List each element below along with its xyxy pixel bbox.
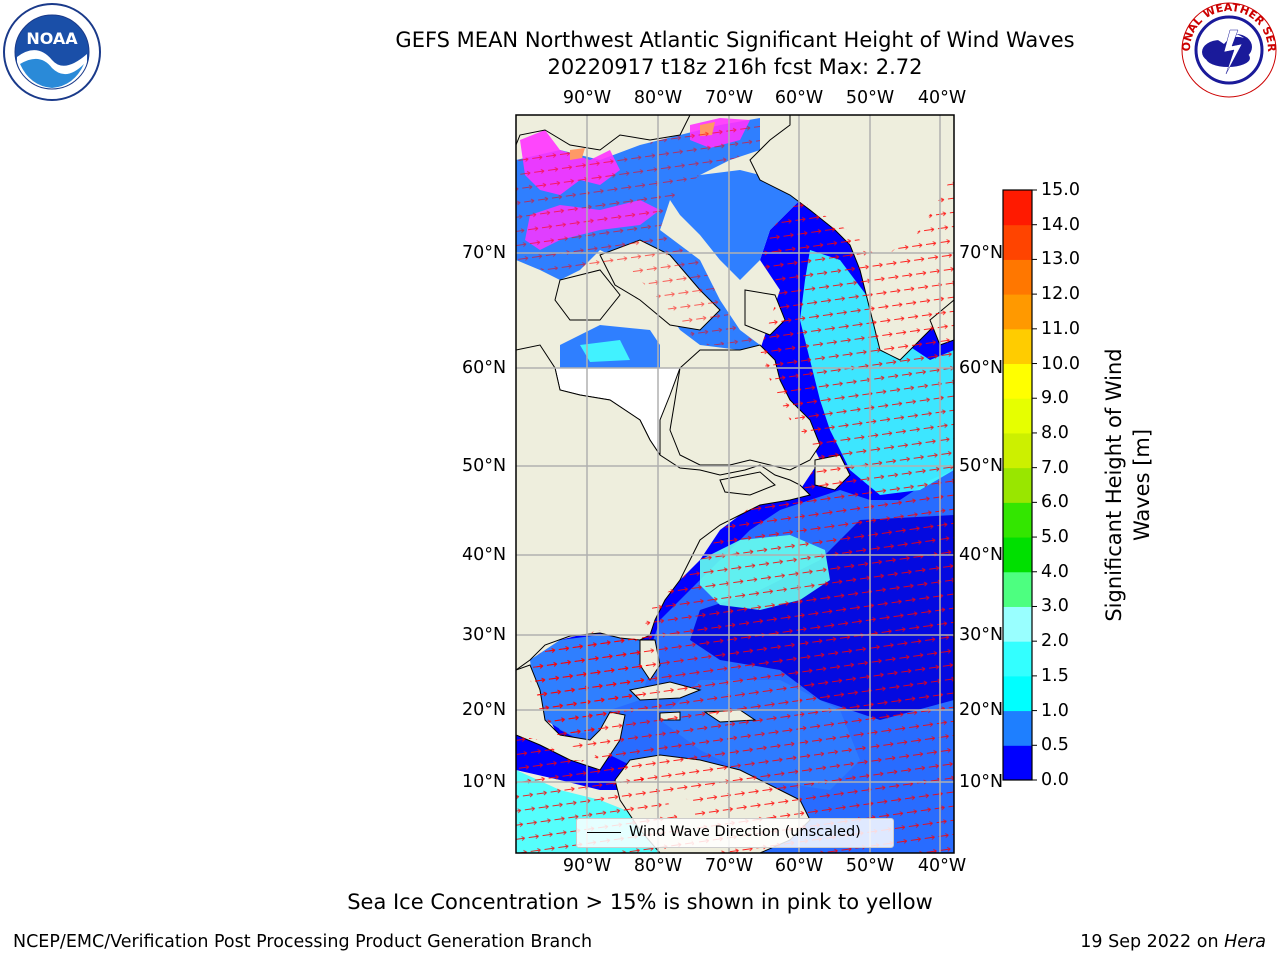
colorbar-tick-label: 1.0 xyxy=(1041,700,1069,721)
map-subtitle: 20220917 t18z 216h fcst Max: 2.72 xyxy=(547,55,923,79)
colorbar-tick-label: 12.0 xyxy=(1041,284,1080,305)
colorbar-segment xyxy=(1003,398,1032,434)
colorbar-tick-label: 13.0 xyxy=(1041,249,1080,270)
colorbar-segment xyxy=(1003,294,1032,330)
colorbar-label-line2: Waves [m] xyxy=(1130,428,1154,542)
lat-label-left-50n: 50°N xyxy=(462,456,507,476)
lat-label-right-50n: 50°N xyxy=(959,456,1004,476)
noaa-logo-text: NOAA xyxy=(26,29,78,48)
lon-label-bottom-60w: 60°W xyxy=(774,856,824,876)
generation-date-text: 19 Sep 2022 on xyxy=(1080,932,1219,952)
map-frame xyxy=(515,114,955,854)
lat-label-left-30n: 30°N xyxy=(462,625,507,645)
colorbar-tick-label: 0.5 xyxy=(1041,735,1069,756)
colorbar-tick-label: 5.0 xyxy=(1041,527,1069,548)
colorbar-segment xyxy=(1003,606,1032,642)
legend-line-swatch xyxy=(587,832,621,833)
map-legend: Wind Wave Direction (unscaled) xyxy=(576,818,894,848)
colorbar-segment xyxy=(1003,745,1032,781)
colorbar-segment xyxy=(1003,190,1032,226)
colorbar-label: Significant Height of Wind Waves [m] xyxy=(1100,348,1156,621)
colorbar-tick-label: 10.0 xyxy=(1041,353,1080,374)
colorbar-segment xyxy=(1003,641,1032,677)
colorbar-segment xyxy=(1003,467,1032,503)
colorbar-segment xyxy=(1003,259,1032,295)
colorbar-tick-label: 8.0 xyxy=(1041,422,1069,443)
colorbar-label-line1: Significant Height of Wind xyxy=(1102,348,1126,622)
lat-label-left-70n: 70°N xyxy=(462,243,507,263)
lat-label-right-20n: 20°N xyxy=(959,700,1004,720)
colorbar-tick-label: 6.0 xyxy=(1041,492,1069,513)
colorbar-segment xyxy=(1003,537,1032,573)
lat-label-right-40n: 40°N xyxy=(959,545,1004,565)
lat-label-left-10n: 10°N xyxy=(462,772,507,792)
colorbar-tick-label: 9.0 xyxy=(1041,388,1069,409)
lon-label-top-40w: 40°W xyxy=(917,88,967,108)
noaa-logo: NOAA xyxy=(3,3,101,101)
colorbar-tick-label: 3.0 xyxy=(1041,596,1069,617)
colorbar-segment xyxy=(1003,328,1032,365)
colorbar-tick-label: 1.5 xyxy=(1041,665,1069,686)
graticule xyxy=(516,115,954,853)
baffin-bay xyxy=(660,170,800,280)
colorbar-frame xyxy=(1002,189,1033,781)
lon-label-bottom-40w: 40°W xyxy=(917,856,967,876)
lon-label-top-70w: 70°W xyxy=(704,88,754,108)
colorbar-segment xyxy=(1003,224,1032,260)
colorbar-tick-label: 14.0 xyxy=(1041,214,1080,235)
producer-credit: NCEP/EMC/Verification Post Processing Pr… xyxy=(13,932,593,952)
colorbar-tick-label: 0.0 xyxy=(1041,770,1069,790)
colorbar-tick-label: 7.0 xyxy=(1041,457,1069,478)
lon-label-bottom-80w: 80°W xyxy=(633,856,683,876)
lon-label-top-90w: 90°W xyxy=(562,88,612,108)
generation-system: Hera xyxy=(1224,932,1266,952)
lon-label-bottom-50w: 50°W xyxy=(845,856,895,876)
lat-label-right-30n: 30°N xyxy=(959,625,1004,645)
lat-label-left-20n: 20°N xyxy=(462,700,507,720)
lon-label-bottom-70w: 70°W xyxy=(704,856,754,876)
map-title: GEFS MEAN Northwest Atlantic Significant… xyxy=(395,28,1075,52)
lon-label-bottom-90w: 90°W xyxy=(562,856,612,876)
colorbar-segment xyxy=(1003,710,1032,746)
lat-label-right-60n: 60°N xyxy=(959,358,1004,378)
colorbar-segment xyxy=(1003,571,1032,607)
sea-ice-footnote: Sea Ice Concentration > 15% is shown in … xyxy=(347,890,933,914)
lon-label-top-50w: 50°W xyxy=(845,88,895,108)
colorbar-tick-label: 11.0 xyxy=(1041,318,1080,339)
legend-label: Wind Wave Direction (unscaled) xyxy=(629,824,861,840)
colorbar-segment xyxy=(1003,502,1032,538)
lon-label-top-80w: 80°W xyxy=(633,88,683,108)
lat-label-right-70n: 70°N xyxy=(959,243,1004,263)
colorbar-segment xyxy=(1003,675,1032,712)
lat-label-left-60n: 60°N xyxy=(462,358,507,378)
lat-label-left-40n: 40°N xyxy=(462,545,507,565)
lat-label-right-10n: 10°N xyxy=(959,772,1004,792)
colorbar-segment xyxy=(1003,432,1032,469)
generation-date: 19 Sep 2022 on Hera xyxy=(1080,932,1266,952)
colorbar xyxy=(1002,189,1037,781)
colorbar-tick-label: 2.0 xyxy=(1041,631,1069,652)
lon-label-top-60w: 60°W xyxy=(774,88,824,108)
colorbar-tick-label: 15.0 xyxy=(1041,180,1080,200)
nws-logo: NATIONAL WEATHER SERVICE xyxy=(1178,0,1278,98)
colorbar-segment xyxy=(1003,363,1032,399)
colorbar-tick-label: 4.0 xyxy=(1041,561,1069,582)
